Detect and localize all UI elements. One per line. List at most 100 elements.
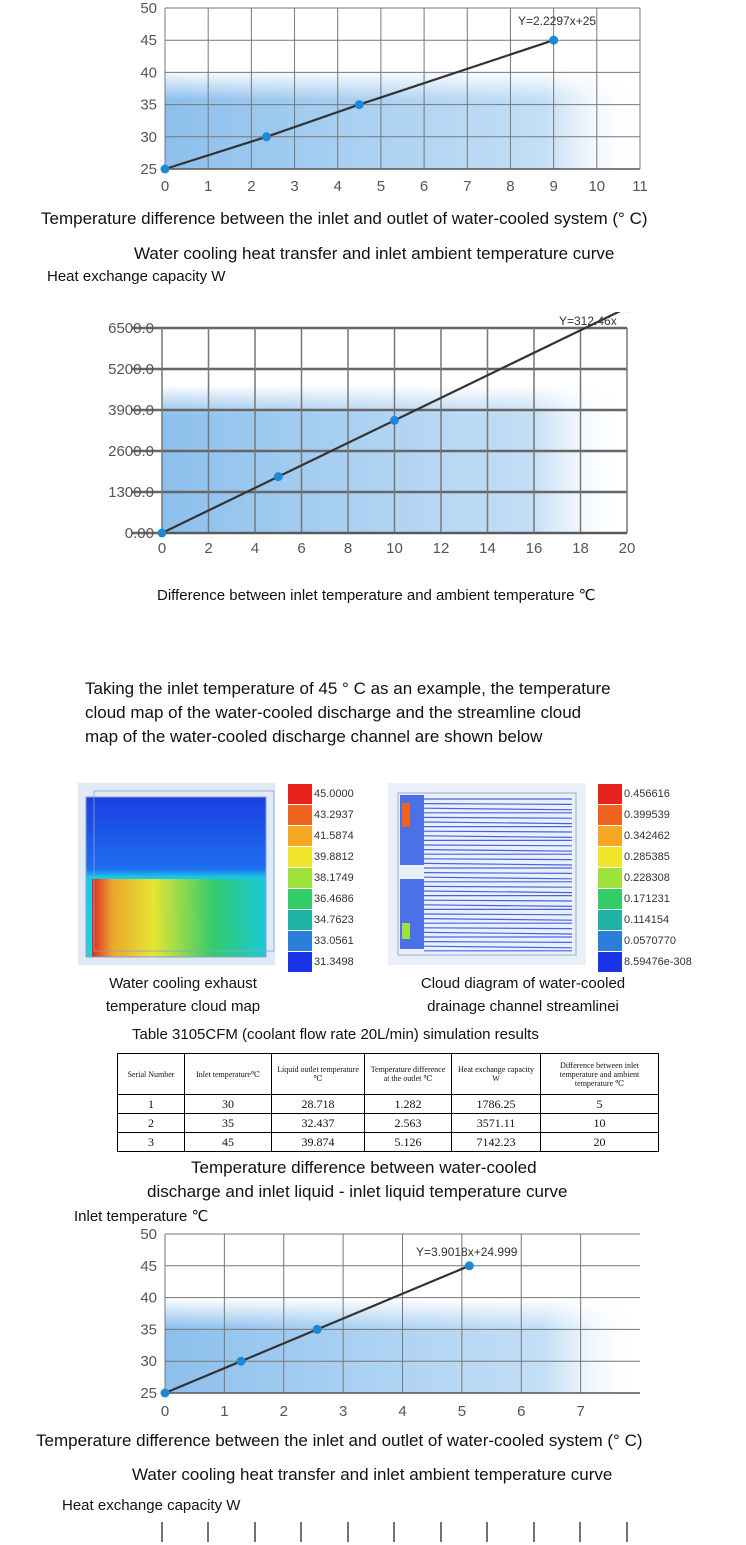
data-point — [312, 1324, 322, 1334]
x-tick-label: 2 — [247, 178, 255, 195]
x-tick-label: 6 — [420, 178, 428, 195]
legend-value: 0.456616 — [624, 787, 670, 800]
legend-swatch — [288, 930, 312, 951]
data-point — [157, 528, 167, 538]
streamline — [423, 872, 573, 874]
streamline — [423, 904, 573, 907]
cell: 1.282 — [364, 1094, 452, 1114]
legend-value: 0.171231 — [624, 892, 670, 905]
legend-swatch — [598, 804, 622, 825]
data-point — [464, 1261, 474, 1271]
legend-value: 8.59476e-308 — [624, 955, 692, 968]
y-tick-label: 50 — [140, 1226, 157, 1243]
streamline — [423, 913, 573, 916]
legend-entry: 34.7623 — [288, 909, 378, 930]
legend-swatch — [288, 825, 312, 846]
cell: 2 — [117, 1113, 185, 1133]
label-line-1: Cloud diagram of water-cooled — [420, 975, 626, 992]
header-outlet: Liquid outlet temperature ℃ — [271, 1053, 365, 1095]
x-tick-label: 0 — [161, 178, 169, 195]
legend-value: 0.342462 — [624, 829, 670, 842]
x-tick-label: 0 — [158, 540, 166, 557]
chart-2-y-label: Heat exchange capacity W — [47, 268, 226, 285]
legend-entry: 0.456616 — [598, 783, 718, 804]
legend-value: 41.5874 — [314, 829, 354, 842]
x-tick-label: 4 — [334, 178, 342, 195]
cell: 1786.25 — [451, 1094, 541, 1114]
data-point — [160, 164, 170, 174]
legend-value: 0.399539 — [624, 808, 670, 821]
data-point — [236, 1356, 246, 1366]
plot-background-fade — [165, 70, 640, 100]
cell: 28.718 — [271, 1094, 365, 1114]
legend-value: 43.2937 — [314, 808, 354, 821]
chart-4-y-label: Heat exchange capacity W — [62, 1497, 241, 1514]
legend-swatch — [288, 909, 312, 930]
legend-value: 36.4686 — [314, 892, 354, 905]
velocity-legend: 0.456616 0.399539 0.342462 0.285385 0.228308… — [598, 783, 718, 972]
streamline — [423, 807, 573, 811]
data-point — [261, 132, 271, 142]
x-tick-label: 10 — [386, 540, 403, 557]
results-table: Serial Number Inlet temperature℃ Liquid … — [117, 1053, 659, 1152]
y-tick-label: 45 — [140, 32, 157, 49]
legend-entry: 45.0000 — [288, 783, 378, 804]
y-tick-label: 50 — [140, 0, 157, 17]
legend-value: 31.3498 — [314, 955, 354, 968]
legend-swatch — [288, 846, 312, 867]
label-line-2: temperature cloud map — [105, 998, 261, 1015]
cell: 10 — [540, 1113, 659, 1133]
y-tick-label: 3900.0 — [108, 402, 154, 419]
temperature-cloud-map-label: Water cooling exhaust temperature cloud … — [78, 972, 288, 1018]
legend-entry: 0.342462 — [598, 825, 718, 846]
cell: 5 — [540, 1094, 659, 1114]
y-tick-label: 40 — [140, 64, 157, 81]
legend-entry: 31.3498 — [288, 951, 378, 972]
streamline — [423, 803, 573, 805]
streamline — [423, 885, 573, 888]
x-tick-label: 1 — [220, 1403, 228, 1420]
y-tick-label: 30 — [140, 1353, 157, 1370]
series-line — [164, 1264, 470, 1395]
y-tick-label: 1300.0 — [108, 484, 154, 501]
y-tick-label: 25 — [140, 161, 157, 178]
legend-value: 33.0561 — [314, 934, 354, 947]
cell: 39.874 — [271, 1132, 365, 1152]
y-tick-label: 5200.0 — [108, 361, 154, 378]
legend-entry: 0.228308 — [598, 867, 718, 888]
series-group — [157, 312, 629, 538]
chart-2-title: Water cooling heat transfer and inlet am… — [134, 244, 615, 263]
cell: 45 — [184, 1132, 272, 1152]
streamline — [423, 931, 573, 935]
legend-swatch — [288, 867, 312, 888]
equation-annotation: Y=3.9018x+24.999 — [416, 1245, 518, 1259]
data-point — [354, 100, 364, 110]
y-tick-label: 35 — [140, 97, 157, 114]
x-tick-label: 5 — [458, 1403, 466, 1420]
data-point — [390, 415, 399, 425]
legend-entry: 38.1749 — [288, 867, 378, 888]
x-tick-label: 4 — [398, 1403, 406, 1420]
table-row: 2 35 32.437 2.563 3571.11 10 — [117, 1113, 659, 1133]
legend-entry: 0.399539 — [598, 804, 718, 825]
cell: 35 — [184, 1113, 272, 1133]
x-tick-label: 7 — [576, 1403, 584, 1420]
streamline — [423, 862, 573, 866]
cell: 30 — [184, 1094, 272, 1114]
legend-entry: 33.0561 — [288, 930, 378, 951]
x-tick-label: 14 — [479, 540, 496, 557]
x-tick-label: 8 — [506, 178, 514, 195]
header-ambient-diff: Difference between inlet temperature and… — [540, 1053, 659, 1095]
x-tick-label: 9 — [549, 178, 557, 195]
label-line-2: drainage channel streamlinei — [427, 998, 619, 1015]
cell: 2.563 — [364, 1113, 452, 1133]
x-tick-label: 18 — [572, 540, 589, 557]
series-line — [164, 39, 554, 171]
streamline — [423, 876, 573, 880]
streamline — [423, 890, 573, 894]
data-point — [160, 1388, 170, 1398]
chart-3-title-line-2: discharge and inlet liquid - inlet liqui… — [147, 1182, 568, 1201]
cell: 3571.11 — [451, 1113, 541, 1133]
temperature-legend: 45.0000 43.2937 41.5874 39.8812 38.1749 36.46… — [288, 783, 378, 972]
legend-swatch — [598, 867, 622, 888]
